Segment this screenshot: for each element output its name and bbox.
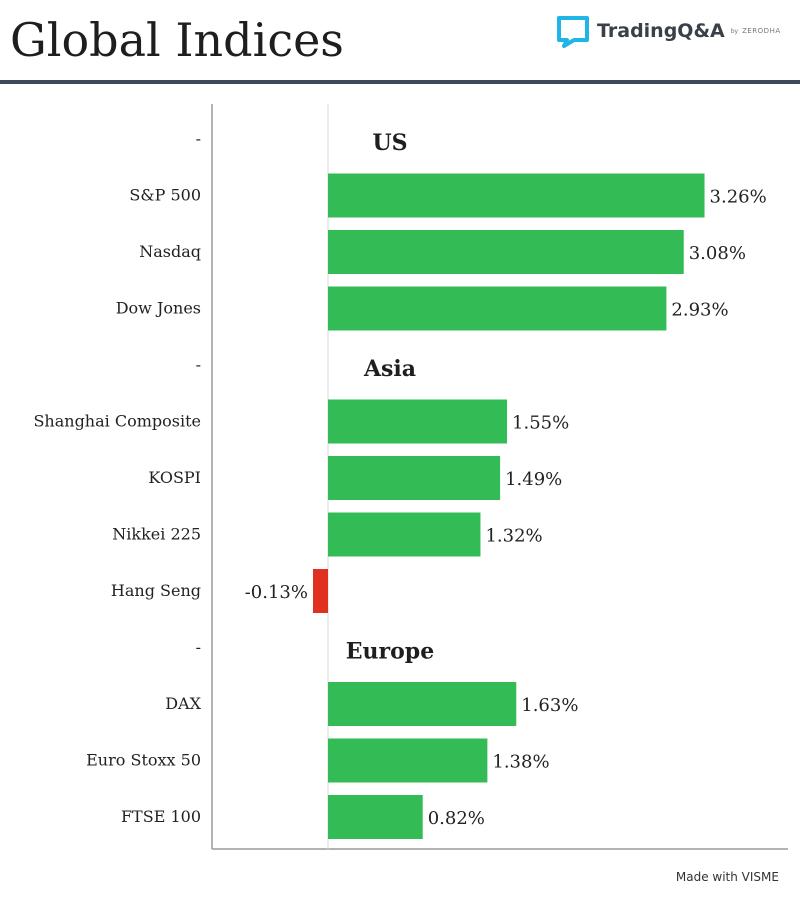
- data-label: 2.93%: [671, 300, 728, 321]
- bar: [328, 738, 488, 783]
- logo-by: by: [730, 27, 739, 35]
- bar: [328, 682, 517, 726]
- category-label: Nasdaq: [139, 242, 201, 261]
- data-label: 3.08%: [689, 243, 746, 264]
- category-label: FTSE 100: [121, 807, 201, 826]
- header-divider: [0, 80, 800, 84]
- category-label: Euro Stoxx 50: [86, 751, 201, 770]
- category-label: -: [196, 355, 201, 374]
- data-label: 1.55%: [512, 413, 569, 434]
- bar: [312, 569, 328, 613]
- footer-credit: Made with VISME: [675, 870, 779, 884]
- data-label: 1.63%: [521, 695, 578, 716]
- bar: [328, 173, 705, 218]
- data-label: 1.38%: [492, 752, 549, 773]
- bar: [328, 456, 501, 500]
- category-label: -: [196, 129, 201, 148]
- group-heading: US: [372, 130, 407, 156]
- page-title: Global Indices: [10, 13, 344, 67]
- group-heading: Europe: [346, 639, 434, 665]
- category-label: S&P 500: [129, 186, 201, 205]
- bar: [328, 230, 684, 274]
- group-heading: Asia: [363, 356, 416, 382]
- data-label: 1.49%: [505, 469, 562, 490]
- data-label: 0.82%: [428, 808, 485, 829]
- category-label: Dow Jones: [116, 299, 201, 318]
- data-label: -0.13%: [245, 582, 308, 603]
- data-label: 1.32%: [485, 526, 542, 547]
- logo-sub: ZERODHA: [742, 27, 781, 35]
- brand-logo: TradingQ&A by ZERODHA: [556, 14, 781, 48]
- category-label: KOSPI: [148, 468, 201, 487]
- category-label: Nikkei 225: [112, 525, 201, 544]
- category-label: -: [196, 638, 201, 657]
- category-label: Hang Seng: [111, 581, 201, 600]
- bar: [328, 399, 508, 444]
- bar: [328, 512, 481, 557]
- tradingqa-logo-icon: [557, 16, 589, 48]
- bar: [328, 795, 423, 839]
- logo-name: TradingQ&A: [597, 20, 725, 42]
- category-label: Shanghai Composite: [33, 412, 201, 431]
- category-label: DAX: [165, 694, 201, 713]
- data-label: 3.26%: [710, 187, 767, 208]
- bar: [328, 286, 667, 331]
